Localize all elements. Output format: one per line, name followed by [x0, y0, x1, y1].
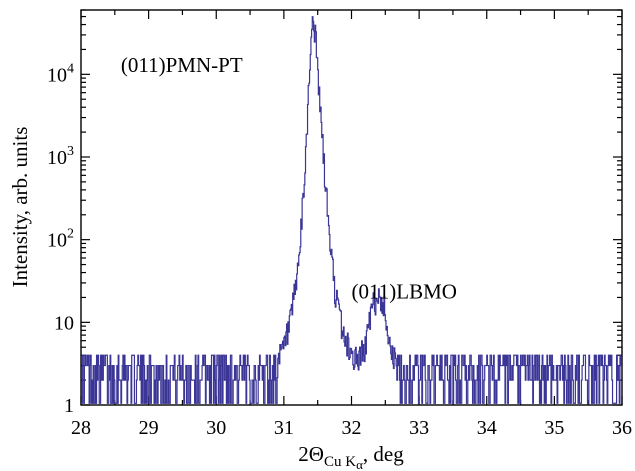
y-tick-label: 103: [47, 144, 74, 169]
x-axis-label: 2ΘCu Kα, deg: [298, 442, 404, 471]
peak-annotation: (011)LBMO: [352, 279, 457, 303]
peak-annotation: (011)PMN-PT: [121, 53, 243, 77]
x-tick-label: 29: [139, 417, 159, 439]
y-tick-labels: 1 10 102 103 104: [47, 61, 74, 417]
y-tick-label: 1: [64, 395, 74, 417]
y-tick-label: 102: [47, 227, 74, 252]
y-tick-label: 10: [54, 312, 74, 334]
x-tick-label: 28: [71, 417, 91, 439]
y-tick-label: 104: [47, 61, 74, 86]
x-tick-label: 31: [274, 417, 294, 439]
x-tick-label: 32: [342, 417, 362, 439]
x-tick-label: 30: [206, 417, 226, 439]
series-layer: [81, 16, 622, 404]
x-tick-label: 33: [409, 417, 429, 439]
x-tick-label: 34: [477, 417, 497, 439]
x-tick-label: 35: [544, 417, 564, 439]
x-tick-labels: 28 29 30 31 32 33 34 35 36: [71, 417, 632, 439]
y-axis-label: Intensity, arb. units: [8, 127, 32, 288]
x-tick-label: 36: [612, 417, 632, 439]
series-line: [81, 16, 622, 404]
annotations: (011)PMN-PT (011)LBMO: [121, 53, 457, 303]
